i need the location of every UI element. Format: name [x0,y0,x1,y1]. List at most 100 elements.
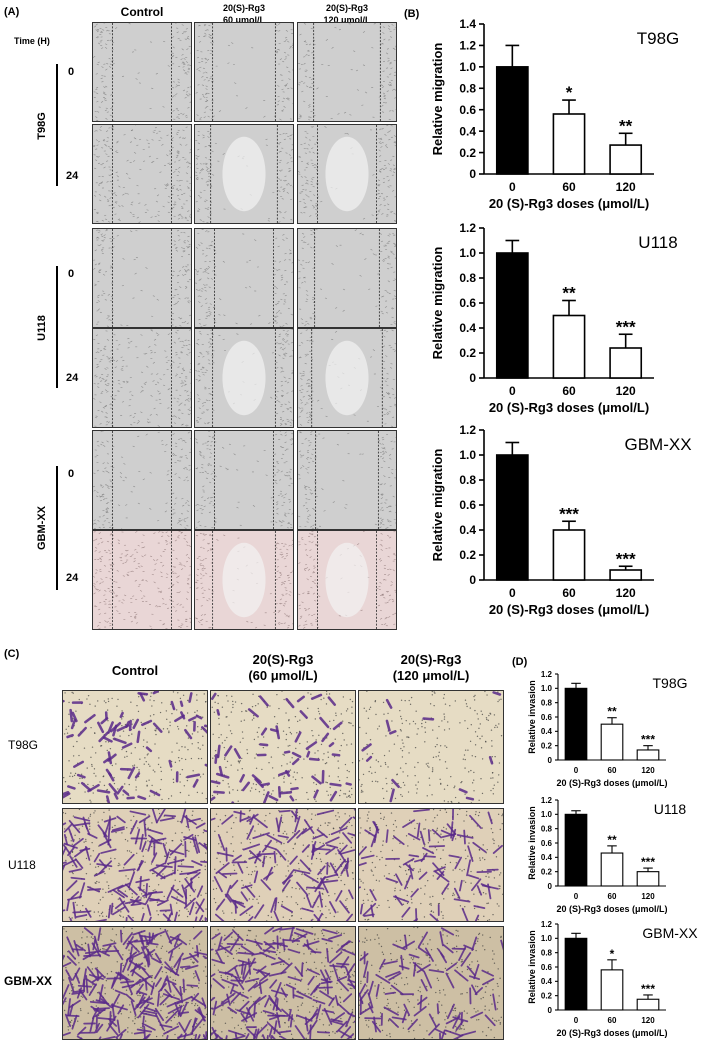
significance-label: ** [607,833,617,847]
scratch-micrograph [297,124,397,224]
scratch-micrograph [297,430,397,530]
scratch-micrograph [194,124,294,224]
scratch-micrograph [194,328,294,428]
bar [495,454,529,581]
scratch-micrograph [297,228,397,328]
bar-chart-svg: 0 0.2 0.4 0.6 0.8 1.0 1.2 0 ** 60 *** 120 U118 20 (S)… [430,221,678,415]
chart-title: U118 [638,233,677,252]
transwell-micrograph [210,926,356,1040]
y-tick-label: 0.2 [541,991,553,1000]
c-column-header-60: 20(S)-Rg3 (60 μmol/L) [248,652,318,683]
column-header-120: 20(S)-Rg3 120 μmol/L [323,3,371,25]
bar-chart-svg: 0 0.2 0.4 0.6 0.8 1.0 1.2 1.4 0 * 60 ** 120 T98G 20 (S… [430,17,680,211]
column-header-60: 20(S)-Rg3 60 μmol/L [222,3,266,25]
invasion-chart-u118: 0 0.2 0.4 0.6 0.8 1.0 1.2 0 ** 60 *** 120 U118 20 (S)… [508,792,704,916]
panel-b-label: (B) [404,8,420,20]
scratch-micrograph [92,228,192,328]
u118-time-0: 0 [68,268,75,280]
scratch-micrograph [92,430,192,530]
y-tick-label: 0.8 [459,81,476,95]
c-row-label-gbmxx: GBM-XX [4,974,52,988]
y-tick-label: 1.0 [459,60,476,74]
y-tick-label: 0.6 [541,963,553,972]
transwell-micrograph [62,690,208,804]
transwell-micrograph [62,926,208,1040]
bar [600,723,624,761]
y-tick-label: 0.2 [541,867,553,876]
scratch-micrograph [92,22,192,122]
scratch-micrograph [297,22,397,122]
x-axis-label: 20 (S)-Rg3 doses (μmol/L) [489,602,649,617]
invasion-chart-gbmxx: 0 0.2 0.4 0.6 0.8 1.0 1.2 0 * 60 *** 120 GBM-XX 20 (S… [508,916,704,1040]
u118-bracket [56,266,58,388]
bar-chart-svg: 0 0.2 0.4 0.6 0.8 1.0 1.2 0 * 60 *** 120 GBM-XX 20 (S… [527,920,698,1038]
significance-label: ** [607,705,617,719]
y-axis-label: Relative migration [430,247,445,360]
y-tick-label: 0.4 [459,523,476,537]
y-tick-label: 0 [469,167,476,181]
y-tick-label: 1.2 [459,39,476,53]
y-tick-label: 0.4 [459,124,476,138]
scratch-micrograph [194,22,294,122]
bar [636,749,660,761]
bar [552,314,586,379]
y-tick-label: 0.6 [541,839,553,848]
bar [636,871,660,887]
bar-chart-svg: 0 0.2 0.4 0.6 0.8 1.0 1.2 0 ** 60 *** 120 U118 20 (S)… [527,796,686,914]
bar [552,529,586,581]
bar [564,813,588,887]
t98g-time-0: 0 [68,66,75,78]
y-axis-label: Relative invasion [527,680,537,754]
panel-a-label: (A) [4,6,20,18]
x-tick-label: 60 [562,180,576,194]
scratch-micrograph [92,530,192,630]
transwell-micrograph [62,808,208,922]
x-tick-label: 0 [574,766,579,775]
invasion-chart-t98g: 0 0.2 0.4 0.6 0.8 1.0 1.2 0 ** 60 *** 120 T98G 20 (S)… [508,666,704,792]
y-tick-label: 0.6 [459,296,476,310]
y-tick-label: 1.0 [459,448,476,462]
gbmxx-bracket [56,466,58,590]
y-tick-label: 0.4 [459,321,476,335]
y-tick-label: 0.2 [459,548,476,562]
y-tick-label: 0.8 [459,473,476,487]
x-axis-label: 20 (S)-Rg3 doses (μmol/L) [489,196,649,211]
column-header-control: Control [120,5,164,19]
transwell-micrograph [358,808,504,922]
time-label: Time (H) [14,36,50,46]
significance-label: *** [616,549,636,568]
y-axis-label: Relative invasion [527,806,537,880]
y-tick-label: 1.2 [541,920,553,929]
bar [600,969,624,1011]
panel-d-label: (D) [512,656,528,668]
chart-title: T98G [637,29,680,48]
gbmxx-time-24: 24 [66,572,79,584]
significance-label: * [610,947,615,961]
y-tick-label: 1.0 [541,810,553,819]
y-axis-label: Relative migration [430,449,445,562]
x-tick-label: 120 [641,766,655,775]
bar [564,937,588,1011]
t98g-time-24: 24 [66,170,79,182]
x-tick-label: 0 [509,180,516,194]
y-tick-label: 0 [548,1006,553,1015]
significance-label: *** [641,733,655,747]
x-tick-label: 120 [641,892,655,901]
bar [609,569,643,581]
y-tick-label: 0.4 [541,853,553,862]
gbmxx-row-label: GBM-XX [36,506,48,550]
x-tick-label: 120 [641,1016,655,1025]
scratch-micrograph [92,328,192,428]
bar [600,852,624,887]
chart-title: GBM-XX [642,925,698,941]
y-tick-label: 0.8 [459,271,476,285]
transwell-micrograph [358,690,504,804]
y-tick-label: 0.8 [541,948,553,957]
chart-title: T98G [652,675,687,691]
y-tick-label: 0.6 [459,498,476,512]
migration-chart-t98g: 0 0.2 0.4 0.6 0.8 1.0 1.2 1.4 0 * 60 ** 120 T98G 20 (S… [402,14,702,214]
chart-title: GBM-XX [624,435,691,454]
bar [495,252,529,379]
y-tick-label: 0.6 [541,713,553,722]
transwell-micrograph [210,690,356,804]
